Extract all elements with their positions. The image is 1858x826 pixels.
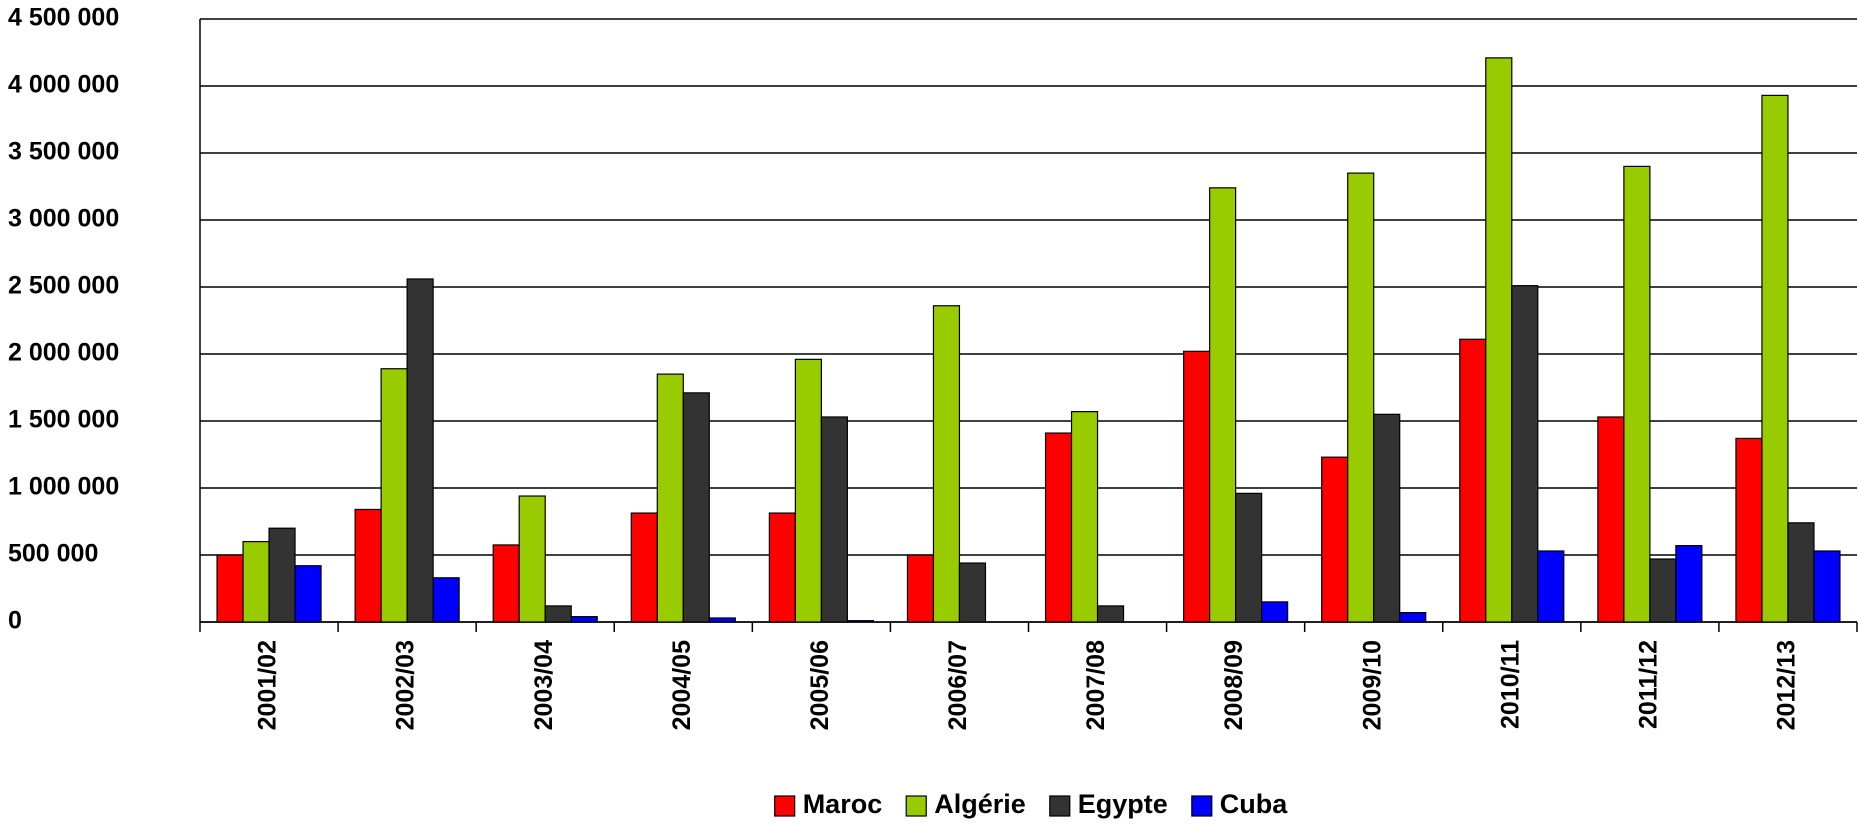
bar: [294, 565, 322, 623]
bar: [1649, 558, 1677, 623]
legend-swatch: [1049, 795, 1071, 817]
bar: [1761, 94, 1789, 623]
y-tick-label: 2 500 000: [8, 272, 119, 300]
bar: [1347, 172, 1375, 623]
bar: [768, 512, 796, 623]
bar: [544, 605, 572, 623]
bar: [1399, 612, 1427, 623]
bar: [1321, 456, 1349, 623]
legend: Maroc Algérie Egypte Cuba: [774, 789, 1288, 819]
bar: [492, 544, 520, 623]
bar: [1597, 416, 1625, 623]
x-tick-label: 2011/12: [1634, 640, 1662, 729]
legend-label: Cuba: [1220, 789, 1288, 819]
bar: [1373, 413, 1401, 623]
x-tick-label: 2012/13: [1773, 640, 1801, 730]
bar: [1485, 57, 1513, 623]
y-tick-label: 4 500 000: [8, 4, 119, 32]
y-tick-label: 500 000: [8, 540, 98, 568]
bar: [958, 562, 987, 623]
bar: [1623, 165, 1651, 623]
x-tick-label: 2003/04: [530, 640, 558, 730]
bar: [1209, 187, 1237, 623]
bar: [380, 368, 408, 623]
bar: [1813, 550, 1841, 623]
bar: [1735, 437, 1763, 623]
x-tick-label: 2009/10: [1358, 640, 1386, 730]
legend-swatch: [905, 795, 927, 817]
bar: [1235, 492, 1263, 623]
bar: [1537, 550, 1565, 623]
y-tick-label: 0: [8, 607, 22, 635]
bar: [630, 512, 658, 623]
bar: [1261, 601, 1289, 623]
x-tick-label: 2004/05: [668, 640, 696, 730]
bar: [1096, 605, 1125, 623]
legend-swatch: [1191, 795, 1213, 817]
bar: [846, 620, 874, 623]
bar: [708, 617, 736, 623]
bar: [794, 358, 822, 623]
bar: [1183, 350, 1211, 623]
bar: [1044, 432, 1073, 623]
legend-label: Egypte: [1078, 789, 1168, 819]
x-tick-label: 2002/03: [392, 640, 420, 730]
bar: [406, 278, 434, 623]
legend-label: Maroc: [803, 789, 883, 819]
bar: [932, 305, 961, 623]
y-tick-label: 3 000 000: [8, 205, 119, 233]
bar: [906, 554, 935, 623]
bar: [820, 416, 848, 623]
bar: [1675, 545, 1703, 623]
bar: [242, 540, 270, 623]
x-tick-label: 2007/08: [1082, 640, 1110, 730]
bar: [682, 392, 710, 623]
x-tick-label: 2008/09: [1220, 640, 1248, 730]
y-tick-label: 1 500 000: [8, 406, 119, 434]
x-tick-label: 2006/07: [944, 640, 972, 730]
x-tick-label: 2001/02: [254, 640, 282, 730]
x-tick-label: 2010/11: [1496, 640, 1524, 729]
bar: [216, 554, 244, 623]
bar: [1459, 338, 1487, 623]
bar: [354, 508, 382, 623]
bar: [268, 527, 296, 623]
y-tick-label: 4 000 000: [8, 71, 119, 99]
bar: [1787, 522, 1815, 623]
bar: [432, 577, 460, 623]
legend-label: Algérie: [934, 789, 1026, 819]
y-tick-label: 2 000 000: [8, 339, 119, 367]
bar: [518, 495, 546, 623]
bar: [1070, 411, 1099, 623]
x-tick-label: 2005/06: [806, 640, 834, 730]
y-tick-label: 3 500 000: [8, 138, 119, 166]
y-tick-label: 1 000 000: [8, 473, 119, 501]
bar: [1511, 285, 1539, 623]
bar: [570, 616, 598, 623]
bar: [656, 373, 684, 623]
legend-swatch: [774, 795, 796, 817]
